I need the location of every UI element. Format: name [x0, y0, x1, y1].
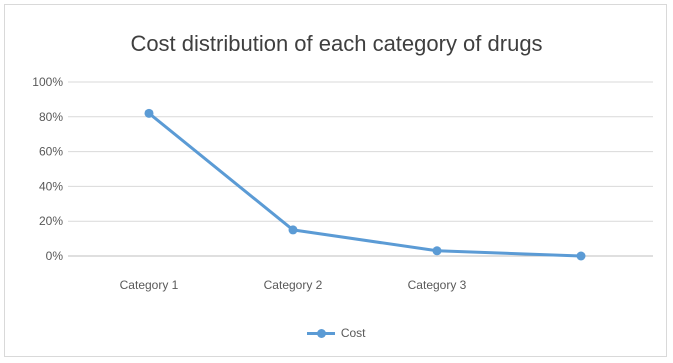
- chart-frame: Cost distribution of each category of dr…: [4, 4, 667, 357]
- series-line-cost: [148, 112, 582, 258]
- chart-title: Cost distribution of each category of dr…: [130, 31, 543, 56]
- y-tick-label: 40%: [39, 179, 63, 193]
- legend: Cost: [5, 325, 668, 340]
- y-tick-label: 100%: [32, 75, 63, 89]
- y-tick-label: 20%: [39, 214, 63, 228]
- data-point: [576, 251, 586, 261]
- y-tick-label: 80%: [39, 110, 63, 124]
- x-tick-label: Category 1: [120, 278, 179, 292]
- y-tick-label: 60%: [39, 145, 63, 159]
- y-tick-label: 0%: [46, 249, 64, 263]
- x-tick-label: Category 3: [408, 278, 467, 292]
- legend-swatch: [307, 327, 336, 339]
- plot-area: 0% 20% 40% 60% 80% 100% Category 1 Category 2 Ca…: [32, 75, 653, 292]
- data-point: [144, 108, 154, 118]
- x-tick-label: Category 2: [264, 278, 323, 292]
- legend-label: Cost: [340, 325, 366, 340]
- data-point: [432, 246, 442, 256]
- data-point: [288, 225, 298, 235]
